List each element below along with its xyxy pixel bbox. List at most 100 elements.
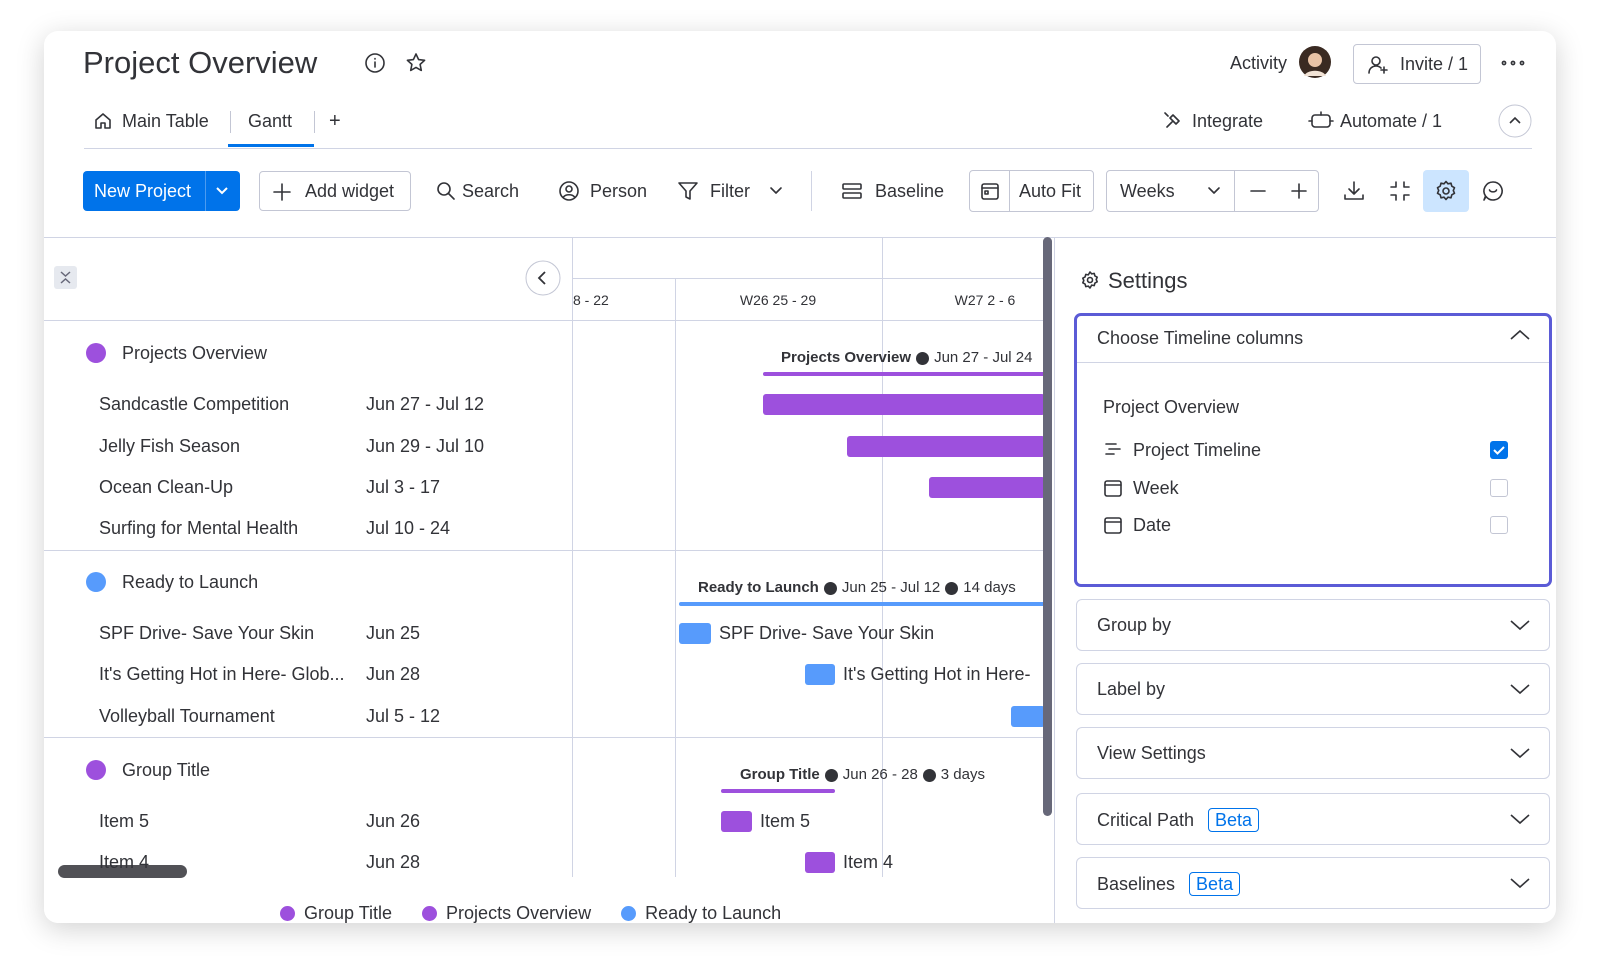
item-name: Ocean Clean-Up: [99, 477, 234, 497]
chevron: [1510, 620, 1530, 631]
settings-section[interactable]: Label by: [1076, 663, 1550, 715]
item-date: Jun 27 - Jul 12: [366, 394, 485, 414]
vertical-scrollbar[interactable]: [1043, 237, 1052, 816]
item-name: It's Getting Hot in Here- Glob...: [99, 664, 345, 684]
column-icon: [1104, 517, 1122, 534]
invite-button[interactable]: Invite / 1: [1353, 44, 1481, 84]
legend-label: Projects Overview: [446, 903, 592, 923]
avatar[interactable]: [1299, 46, 1331, 78]
page-title: Project Overview: [83, 45, 318, 80]
summary-dot: [823, 581, 837, 595]
tab-bar-border: [84, 148, 1532, 149]
section-title: Label by: [1097, 679, 1166, 699]
auto-fit-button[interactable]: Auto Fit: [969, 170, 1094, 212]
activity-link[interactable]: Activity: [1230, 53, 1288, 73]
group-separator: [572, 550, 1045, 551]
feedback-button[interactable]: [1481, 179, 1505, 203]
fullscreen-button[interactable]: [1388, 179, 1412, 203]
column-checkbox[interactable]: [1490, 441, 1508, 459]
column-option-label: Project Timeline: [1133, 440, 1262, 460]
toolbar-divider: [811, 171, 812, 211]
gantt-area: Projects Overview Jun 27 - Jul 24 SPF Driv…: [572, 320, 1045, 877]
settings-section-expanded[interactable]: Choose Timeline columns Project Overview P…: [1074, 313, 1552, 587]
item-date: Jun 29 - Jul 10: [366, 436, 485, 456]
section-title: Baselines: [1097, 874, 1176, 894]
summary-label: Projects Overview: [781, 349, 912, 366]
button-divider: [1234, 171, 1235, 211]
plus-icon: [273, 183, 291, 201]
summary-dot: [945, 581, 959, 595]
expand-icon[interactable]: [1509, 682, 1531, 696]
info-icon[interactable]: [364, 52, 386, 74]
person-button[interactable]: Person: [590, 181, 648, 201]
column-option-label: Date: [1133, 515, 1172, 535]
weeks-dropdown[interactable]: Weeks: [1120, 181, 1175, 201]
chevron: [1510, 748, 1530, 759]
collapse-header-button[interactable]: [1498, 104, 1532, 138]
button-divider: [1009, 171, 1010, 211]
zoom-in-button[interactable]: [1290, 182, 1308, 200]
group-separator: [44, 550, 572, 551]
expand-icon[interactable]: [1509, 746, 1531, 760]
baseline-icon: [842, 183, 862, 199]
gantt-bar: [805, 664, 835, 685]
calendar-glyph: [1104, 517, 1122, 534]
new-project-button[interactable]: New Project: [83, 171, 240, 211]
tab-gantt[interactable]: Gantt: [248, 111, 293, 131]
item-name: SPF Drive- Save Your Skin: [99, 623, 315, 643]
column-checkbox[interactable]: [1490, 516, 1508, 534]
zoom-out-button[interactable]: [1249, 182, 1267, 200]
settings-section[interactable]: Group by: [1076, 599, 1550, 651]
item-name: Surfing for Mental Health: [99, 518, 299, 538]
settings-section[interactable]: View Settings: [1076, 727, 1550, 779]
column-checkbox[interactable]: [1490, 479, 1508, 497]
expand-icon[interactable]: [1509, 812, 1531, 826]
more-menu[interactable]: [1500, 53, 1526, 73]
search-button[interactable]: Search: [462, 181, 520, 201]
download-button[interactable]: [1342, 179, 1366, 203]
legend: Group Title Projects Overview Ready to Lau…: [280, 902, 781, 923]
summary-dot: [922, 768, 936, 782]
collapse-table-button[interactable]: [525, 260, 561, 296]
baseline-button[interactable]: Baseline: [875, 181, 945, 201]
tab-main-table[interactable]: Main Table: [122, 111, 209, 131]
star-icon[interactable]: [404, 51, 428, 75]
auto-fit-label: Auto Fit: [1019, 181, 1082, 201]
filter-dropdown-icon[interactable]: [767, 183, 785, 199]
horizontal-scrollbar[interactable]: [58, 865, 187, 878]
legend-swatch: [280, 905, 295, 921]
group-summary: Projects Overview Jun 27 - Jul 24: [781, 348, 1032, 368]
item-name: Jelly Fish Season: [99, 436, 241, 456]
group-name: Ready to Launch: [122, 572, 259, 592]
tab-divider: [230, 111, 231, 133]
automate-link[interactable]: Automate / 1: [1340, 111, 1443, 131]
section-title-row: Group by: [1097, 614, 1171, 636]
item-date: Jun 26: [366, 811, 421, 831]
gantt-bar: [763, 394, 1045, 415]
toolbar-border: [44, 237, 1556, 238]
item-date: Jul 10 - 24: [366, 518, 451, 538]
add-widget-button[interactable]: Add widget: [259, 171, 411, 211]
grid-line-v: [882, 237, 883, 877]
tab-add[interactable]: +: [329, 110, 341, 132]
header-border: [44, 320, 1045, 321]
expand-icon[interactable]: [1509, 618, 1531, 632]
dropdown-icon[interactable]: [213, 183, 231, 199]
summary-label: Ready to Launch: [698, 579, 819, 596]
integrate-link[interactable]: Integrate: [1192, 111, 1264, 131]
settings-section[interactable]: Critical Path Beta: [1076, 793, 1550, 845]
collapse-icon[interactable]: [1509, 328, 1531, 342]
summary-line: [679, 602, 1045, 606]
item-name: Volleyball Tournament: [99, 706, 275, 726]
settings-section[interactable]: Baselines Beta: [1076, 857, 1550, 909]
filter-button[interactable]: Filter: [710, 181, 750, 201]
settings-button[interactable]: [1423, 170, 1469, 212]
expand-icon[interactable]: [1509, 876, 1531, 890]
calendar-icon: [981, 183, 999, 200]
weeks-dropdown-icon[interactable]: [1205, 183, 1223, 199]
collapse-all-button[interactable]: [54, 266, 77, 289]
gantt-bar: [847, 436, 1045, 457]
legend-item: Ready to Launch: [621, 902, 781, 923]
item-date: Jul 5 - 12: [366, 706, 441, 726]
summary-dates: Jun 26 - 28: [842, 766, 918, 783]
